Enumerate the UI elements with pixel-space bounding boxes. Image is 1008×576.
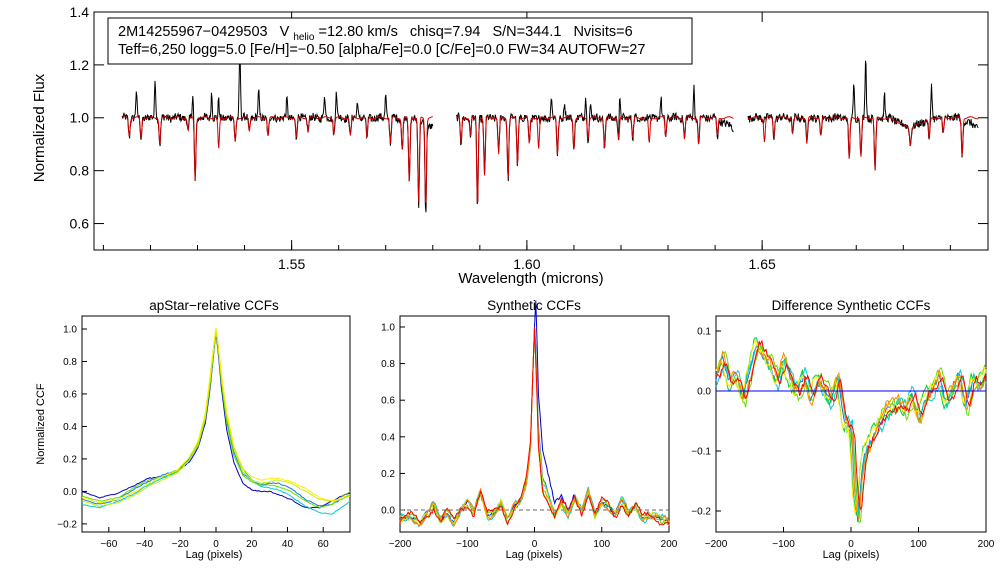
- difference-ccf-series-5: [715, 339, 987, 514]
- synthetic-ccf-panel: Synthetic CCFs Lag (pixels) −200 −100 0 100…: [381, 298, 678, 561]
- spectrum-x-tick-label: 1.65: [749, 256, 776, 272]
- apstar-ccf-x-tick-label: 0: [213, 539, 219, 550]
- legend-sn: S/N=344.1: [492, 24, 561, 40]
- spectrum-legend: 2M14255967−0429503 V helio =12.80 km/s c…: [118, 24, 645, 58]
- difference-ccf-x-tick-label: −100: [772, 539, 795, 550]
- synthetic-ccf-x-tick-label: −200: [389, 539, 412, 550]
- synthetic-ccf-title: Synthetic CCFs: [487, 298, 581, 313]
- spectrum-y-tick-label: 1.0: [70, 110, 90, 126]
- spectrum-x-tick-label: 1.60: [513, 256, 540, 272]
- apstar-ccf-x-axis-label: Lag (pixels): [186, 549, 243, 561]
- observed-spectrum-chip-3: [747, 60, 979, 171]
- legend-vhelio-subscript: helio: [293, 32, 315, 43]
- difference-ccf-x-tick-label: 200: [978, 539, 995, 550]
- apstar-ccf-y-tick-label: −0.2: [57, 519, 77, 530]
- difference-ccf-series-4: [715, 344, 987, 524]
- apstar-ccf-x-tick-label: 60: [318, 539, 330, 550]
- difference-ccf-panel: Difference Synthetic CCFs Lag (pixels) −…: [691, 298, 995, 561]
- spectrum-y-tick-label: 0.8: [70, 163, 90, 179]
- spectrum-y-tick-label: 1.4: [70, 4, 90, 20]
- legend-vhelio-value: =12.80 km/s: [318, 24, 397, 40]
- apstar-ccf-y-tick-label: 0.4: [63, 422, 77, 433]
- difference-ccf-y-tick-label: −0.1: [691, 447, 711, 458]
- spectrum-y-tick-label: 0.6: [70, 215, 90, 231]
- spectrum-x-axis-label: Wavelength (microns): [458, 270, 603, 287]
- difference-ccf-x-tick-label: −200: [705, 539, 728, 550]
- apstar-ccf-x-tick-label: 20: [246, 539, 258, 550]
- apstar-ccf-y-axis-label: Normalized CCF: [35, 383, 47, 465]
- synthetic-ccf-x-tick-label: 0: [532, 539, 538, 550]
- synthetic-ccf-x-tick-label: −100: [456, 539, 479, 550]
- synthetic-ccf-y-tick-label: 0.0: [381, 506, 395, 517]
- model-spectrum-chip-1: [122, 116, 433, 203]
- spectrum-panel: Normalized Flux Wavelength (microns) 1.5…: [31, 4, 989, 287]
- difference-ccf-y-tick-label: 0.0: [697, 387, 711, 398]
- apstar-ccf-x-tick-label: −40: [136, 539, 153, 550]
- apstar-ccf-panel: apStar−relative CCFs Lag (pixels) Normal…: [35, 298, 351, 561]
- model-spectrum-chip-2: [456, 116, 734, 203]
- synthetic-ccf-x-axis-label: Lag (pixels): [506, 549, 563, 561]
- apstar-ccf-x-tick-label: −60: [100, 539, 117, 550]
- legend-vhelio-prefix: V: [280, 24, 290, 40]
- difference-ccf-series-7: [715, 339, 987, 511]
- synthetic-ccf-y-tick-label: 0.6: [381, 396, 395, 407]
- difference-ccf-y-tick-label: 0.1: [697, 327, 711, 338]
- legend-chisq: chisq=7.94: [410, 24, 481, 40]
- synthetic-ccf-x-tick-label: 200: [661, 539, 678, 550]
- synthetic-ccf-x-tick-label: 100: [593, 539, 610, 550]
- synthetic-ccf-series-7: [399, 326, 670, 526]
- apstar-ccf-y-tick-label: 0.2: [63, 454, 77, 465]
- apstar-ccf-title: apStar−relative CCFs: [149, 298, 279, 313]
- apstar-ccf-y-tick-label: 1.0: [63, 324, 77, 335]
- synthetic-ccf-y-tick-label: 0.4: [381, 432, 395, 443]
- legend-nvisits: Nvisits=6: [573, 24, 632, 40]
- spectrum-plot-frame: [93, 11, 989, 251]
- model-spectrum-chip-3: [747, 116, 979, 170]
- spectrum-y-axis-label: Normalized Flux: [31, 73, 48, 182]
- apstar-ccf-y-tick-label: 0.6: [63, 389, 77, 400]
- apstar-ccf-y-tick-label: 0.0: [63, 487, 77, 498]
- spectrum-x-tick-label: 1.55: [278, 256, 305, 272]
- apstar-ccf-y-tick-label: 0.8: [63, 357, 77, 368]
- difference-ccf-x-axis-label: Lag (pixels): [823, 549, 880, 561]
- difference-ccf-series-3: [715, 337, 987, 516]
- observed-spectrum-chip-1: [121, 47, 434, 213]
- difference-ccf-x-tick-label: 0: [848, 539, 854, 550]
- difference-ccf-title: Difference Synthetic CCFs: [772, 298, 931, 313]
- apstar-ccf-series-6: [81, 327, 351, 504]
- spectrum-legend-box: [107, 17, 693, 65]
- svg-text:2M14255967−0429503 V: 2M14255967−0429503 V helio =12.80 km/s c…: [118, 24, 633, 44]
- synthetic-ccf-y-tick-label: 0.8: [381, 359, 395, 370]
- synthetic-ccf-y-tick-label: 0.2: [381, 469, 395, 480]
- apstar-ccf-x-tick-label: −20: [172, 539, 189, 550]
- legend-stellar-parameters: Teff=6,250 logg=5.0 [Fe/H]=−0.50 [alpha/…: [118, 42, 645, 58]
- apstar-ccf-x-tick-label: 40: [282, 539, 294, 550]
- legend-star-id: 2M14255967−0429503: [118, 24, 268, 40]
- difference-ccf-y-tick-label: −0.2: [691, 507, 711, 518]
- difference-ccf-x-tick-label: 100: [910, 539, 927, 550]
- synthetic-ccf-y-tick-label: 1.0: [381, 322, 395, 333]
- spectrum-y-tick-label: 1.2: [70, 57, 90, 73]
